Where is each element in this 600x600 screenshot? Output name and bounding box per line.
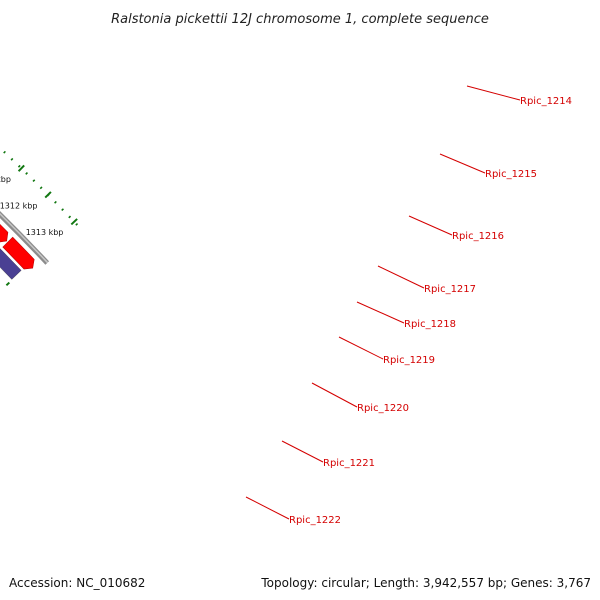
gene-label: Rpic_1217	[424, 284, 476, 295]
scale-ticks: 1304 kbp1305 kbp1306 kbp1307 kbp1308 kbp…	[0, 146, 84, 287]
scale-tick	[44, 191, 52, 199]
backbone-ring	[0, 211, 50, 265]
gene-label: Rpic_1221	[323, 458, 375, 469]
gene-leader-line	[245, 496, 290, 520]
scale-tick-label: 1313 kbp	[26, 228, 64, 237]
gene-leader-line	[338, 336, 384, 360]
gene-leader-line	[377, 265, 425, 289]
backbone-track	[0, 211, 50, 265]
backbone-highlight	[0, 212, 49, 264]
reverse-gene-block	[0, 248, 22, 280]
scale-tick-label: 1312 kbp	[0, 201, 37, 210]
forward-gene-arrow	[2, 236, 35, 270]
gene-label: Rpic_1218	[404, 319, 456, 330]
topology-text: Topology: circular; Length: 3,942,557 bp…	[260, 576, 591, 590]
gene-label: Rpic_1219	[383, 355, 435, 366]
gene-label: Rpic_1216	[452, 231, 504, 242]
gene-label: Rpic_1215	[485, 169, 537, 180]
forward-strand-track	[0, 223, 35, 270]
gene-leader-line	[356, 301, 405, 324]
reverse-strand-track	[0, 248, 22, 280]
gene-leader-line	[281, 440, 324, 463]
accession-text: Accession: NC_010682	[9, 576, 145, 590]
gene-labels: Rpic_1214 Rpic_1215 Rpic_1216 Rpic_1217 Rpic…	[245, 85, 572, 526]
gene-leader-line	[439, 153, 486, 174]
gene-leader-line	[311, 382, 358, 408]
scale-dots	[0, 146, 84, 232]
gene-label: Rpic_1222	[289, 515, 341, 526]
gene-leader-line	[408, 215, 453, 236]
gene-label: Rpic_1220	[357, 403, 409, 414]
map-title: Ralstonia pickettii 12J chromosome 1, co…	[111, 12, 489, 27]
scale-tick	[17, 164, 25, 172]
minor-tick	[5, 281, 11, 287]
scale-tick-label: 1311 kbp	[0, 175, 11, 184]
scale-tick	[70, 218, 78, 226]
gene-leader-line	[466, 85, 521, 101]
gene-label: Rpic_1214	[520, 96, 572, 107]
forward-gene-arrow	[0, 223, 9, 243]
